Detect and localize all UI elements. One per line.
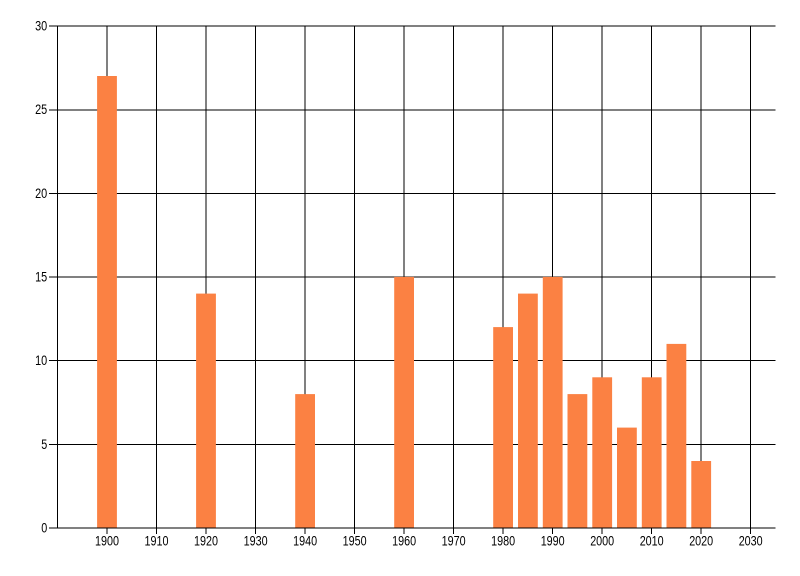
svg-text:1920: 1920: [194, 533, 218, 548]
svg-text:2010: 2010: [640, 533, 664, 548]
svg-text:1900: 1900: [95, 533, 119, 548]
svg-text:10: 10: [35, 353, 47, 368]
svg-text:2020: 2020: [689, 533, 713, 548]
svg-text:1930: 1930: [244, 533, 268, 548]
svg-text:1990: 1990: [541, 533, 565, 548]
svg-text:5: 5: [41, 437, 47, 452]
svg-text:20: 20: [35, 186, 47, 201]
svg-text:15: 15: [35, 269, 47, 284]
svg-text:1950: 1950: [343, 533, 367, 548]
svg-text:1910: 1910: [145, 533, 169, 548]
svg-text:1980: 1980: [491, 533, 515, 548]
svg-text:25: 25: [35, 102, 47, 117]
svg-text:2030: 2030: [739, 533, 763, 548]
svg-text:1970: 1970: [442, 533, 466, 548]
svg-text:2000: 2000: [590, 533, 614, 548]
svg-text:30: 30: [35, 19, 47, 34]
svg-text:1960: 1960: [392, 533, 416, 548]
svg-text:1940: 1940: [293, 533, 317, 548]
svg-text:0: 0: [41, 520, 47, 535]
